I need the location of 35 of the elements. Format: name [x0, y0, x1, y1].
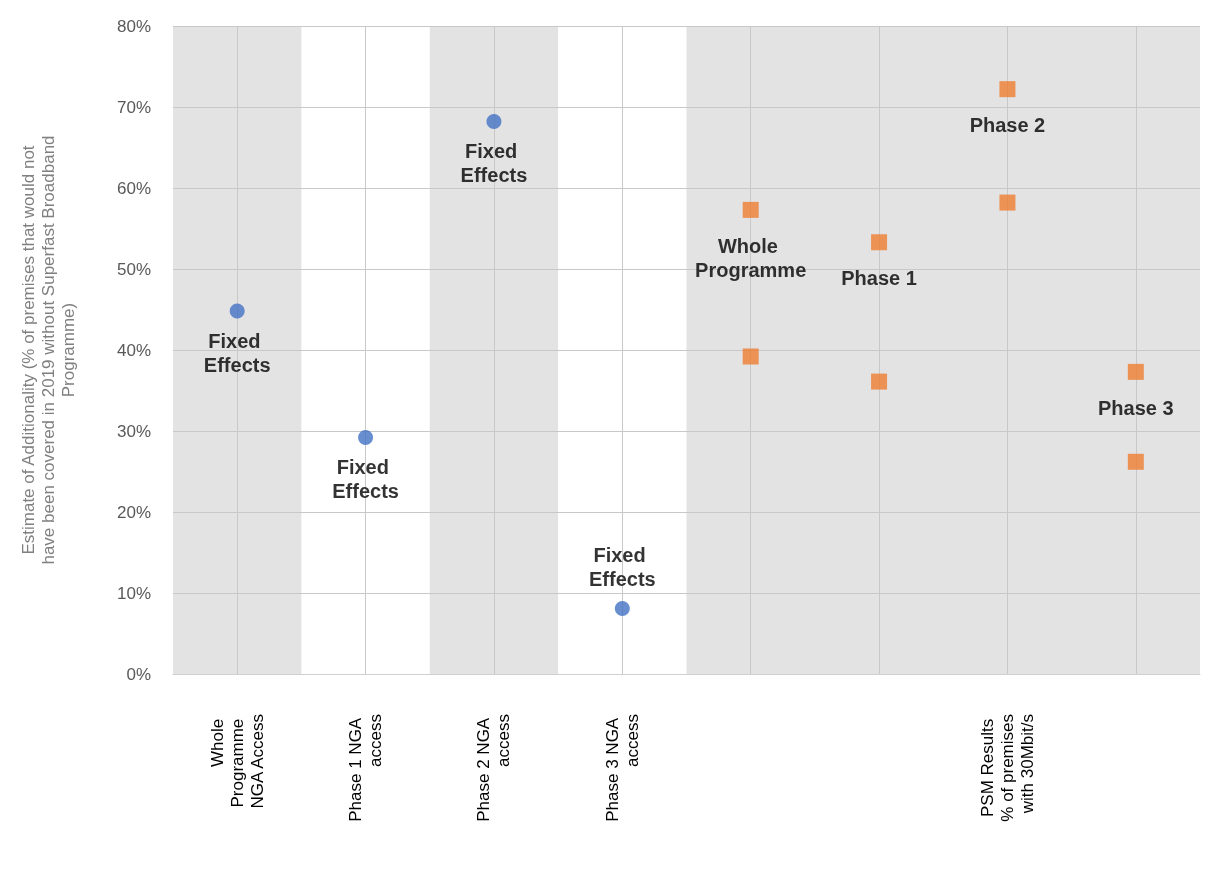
y-tick-label: 0%	[126, 664, 151, 684]
point	[742, 201, 759, 218]
x-tick-label: Whole Programme NGA Access	[207, 714, 267, 809]
text: Fixed Effects	[332, 455, 399, 502]
point	[229, 303, 245, 319]
point	[999, 194, 1016, 211]
y-tick-label: 80%	[116, 16, 151, 36]
y-tick-label: 50%	[116, 259, 151, 279]
series-label: Phase 1	[841, 267, 917, 290]
y-tick-label: 10%	[116, 583, 151, 603]
y-tick-label: 70%	[116, 97, 151, 117]
point	[1127, 363, 1144, 380]
series-label: Whole Programme	[695, 234, 807, 281]
x-tick-label: Phase 3 NGA access	[602, 714, 642, 822]
text: Fixed Effects	[203, 329, 271, 376]
point	[1127, 453, 1144, 470]
x-tick-label: Phase 1 NGA access	[346, 714, 386, 822]
y-tick-label: 60%	[116, 178, 151, 198]
y-tick-label: 30%	[116, 421, 151, 441]
point	[486, 114, 502, 130]
point	[871, 373, 888, 390]
point	[999, 81, 1016, 98]
y-axis-title: Estimate of Additionality (% of premises that would not have been covered in 2019 without Superfast Broadband Programme)	[18, 135, 78, 565]
series-label: Phase 2	[969, 114, 1046, 137]
series-label: Phase 3	[1098, 396, 1174, 419]
y-tick-label: 20%	[116, 502, 151, 522]
series-label: Fixed Effects	[588, 543, 656, 590]
x-tick-label: PSM Results % of premises with 30Mbit/s	[977, 714, 1037, 822]
x-tick-label: Phase 2 NGA access	[474, 714, 514, 822]
point	[614, 600, 630, 616]
point	[871, 234, 888, 251]
y-tick-label: 40%	[116, 340, 151, 360]
point	[742, 348, 759, 365]
point	[358, 429, 374, 445]
text: Fixed Effects	[460, 140, 528, 187]
